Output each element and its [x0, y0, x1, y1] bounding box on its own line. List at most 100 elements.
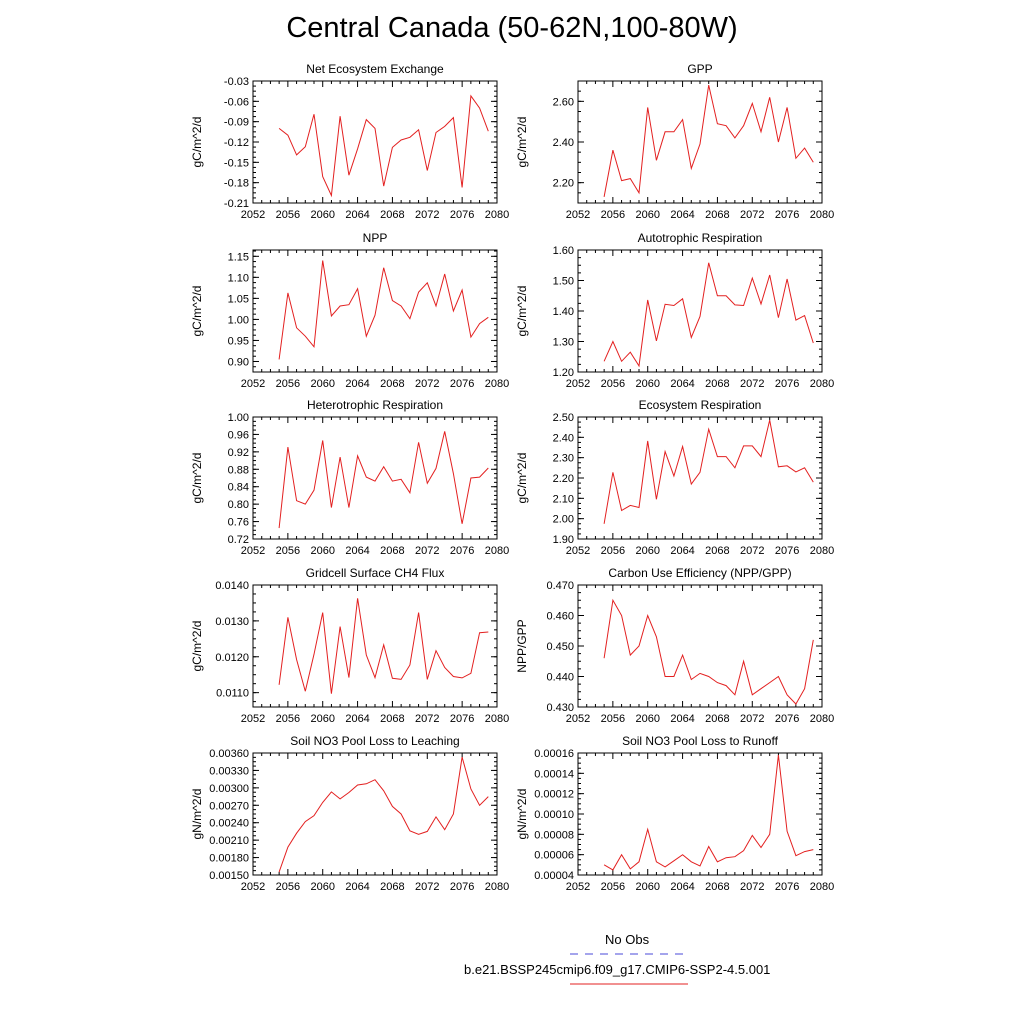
x-tick-label: 2064: [670, 209, 694, 221]
x-tick-label: 2060: [310, 378, 334, 390]
y-axis-label: gC/m^2/d: [515, 117, 529, 168]
y-tick-label: 2.20: [553, 178, 574, 190]
chart-gpp: GPP gC/m^2/d 2052 2056 2060 2064 2068 2072 2076 2…: [515, 62, 834, 221]
x-tick-label: 2072: [740, 713, 764, 725]
x-tick-label: 2064: [345, 545, 369, 557]
y-tick-label: 2.00: [553, 514, 574, 526]
series-line: [603, 754, 814, 871]
y-tick-label: 2.30: [553, 453, 574, 465]
x-tick-label: 2080: [485, 545, 509, 557]
y-tick-label: 0.00180: [209, 853, 249, 865]
y-tick-label: 0.440: [546, 672, 574, 684]
plot-frame: [252, 584, 498, 708]
y-tick-label: 1.90: [553, 534, 574, 546]
x-tick-label: 2072: [740, 378, 764, 390]
plot-frame: [252, 80, 498, 204]
y-axis-label: gN/m^2/d: [515, 789, 529, 840]
y-axis-label: gN/m^2/d: [190, 789, 204, 840]
y-tick-label: 0.00012: [534, 789, 574, 801]
series-line: [603, 419, 814, 524]
x-tick-label: 2052: [566, 545, 590, 557]
y-tick-label: 0.00010: [534, 809, 574, 821]
x-tick-label: 2060: [310, 713, 334, 725]
y-tick-label: 2.40: [553, 137, 574, 149]
y-tick-label: -0.15: [224, 157, 249, 169]
y-tick-label: 0.460: [546, 611, 574, 623]
plot-frame: [577, 249, 823, 373]
x-tick-label: 2076: [450, 378, 474, 390]
x-tick-label: 2076: [775, 378, 799, 390]
chart-title: Autotrophic Respiration: [638, 231, 763, 245]
x-tick-label: 2068: [380, 378, 404, 390]
x-tick-label: 2076: [450, 881, 474, 893]
x-tick-label: 2052: [566, 209, 590, 221]
series-line: [278, 756, 489, 873]
x-tick-label: 2060: [635, 881, 659, 893]
x-tick-label: 2076: [450, 713, 474, 725]
x-tick-label: 2064: [345, 378, 369, 390]
x-tick-label: 2072: [415, 209, 439, 221]
x-tick-label: 2068: [380, 545, 404, 557]
chart-ecosystem-respiration: Ecosystem Respiration gC/m^2/d 2052 2056 206…: [515, 398, 834, 557]
x-tick-label: 2060: [310, 881, 334, 893]
y-tick-label: 0.00006: [534, 850, 574, 862]
chart-title: Gridcell Surface CH4 Flux: [306, 566, 445, 580]
y-tick-label: 1.50: [553, 276, 574, 288]
y-tick-label: 0.90: [228, 356, 249, 368]
y-tick-label: 0.88: [228, 464, 249, 476]
y-axis-label: gC/m^2/d: [190, 453, 204, 504]
y-tick-label: 0.0140: [215, 580, 249, 592]
x-tick-label: 2060: [635, 545, 659, 557]
y-tick-label: 0.95: [228, 335, 249, 347]
y-tick-label: 0.84: [228, 482, 249, 494]
y-tick-label: 0.00008: [534, 829, 574, 841]
x-tick-label: 2056: [276, 209, 300, 221]
x-tick-label: 2080: [810, 713, 834, 725]
y-tick-label: 2.20: [553, 473, 574, 485]
x-tick-label: 2060: [635, 713, 659, 725]
y-tick-label: 2.50: [553, 412, 574, 424]
y-tick-label: -0.06: [224, 96, 249, 108]
x-tick-label: 2052: [241, 713, 265, 725]
x-tick-label: 2072: [415, 713, 439, 725]
x-tick-label: 2064: [670, 545, 694, 557]
y-axis-label: gC/m^2/d: [190, 621, 204, 672]
chart-title: Heterotrophic Respiration: [307, 398, 443, 412]
y-axis-label: gC/m^2/d: [190, 286, 204, 337]
chart-title: GPP: [687, 62, 712, 76]
x-tick-label: 2064: [345, 881, 369, 893]
x-tick-label: 2076: [775, 713, 799, 725]
x-tick-label: 2068: [380, 881, 404, 893]
x-tick-label: 2072: [740, 881, 764, 893]
x-tick-label: 2072: [740, 545, 764, 557]
x-tick-label: 2068: [380, 713, 404, 725]
y-tick-label: -0.03: [224, 76, 249, 88]
x-tick-label: 2052: [566, 881, 590, 893]
x-tick-label: 2056: [601, 881, 625, 893]
y-axis-label: gC/m^2/d: [190, 117, 204, 168]
y-tick-label: 0.00270: [209, 800, 249, 812]
plot-frame: [252, 416, 498, 540]
series-line: [278, 431, 489, 529]
x-tick-label: 2072: [415, 378, 439, 390]
y-tick-label: 1.40: [553, 306, 574, 318]
y-tick-label: 0.450: [546, 641, 574, 653]
x-tick-label: 2080: [485, 713, 509, 725]
x-tick-label: 2076: [775, 545, 799, 557]
legend-label-model-run: b.e21.BSSP245cmip6.f09_g17.CMIP6-SSP2-4.…: [464, 962, 771, 977]
y-tick-label: 0.00360: [209, 748, 249, 760]
y-tick-label: 0.76: [228, 517, 249, 529]
x-tick-label: 2076: [775, 209, 799, 221]
x-tick-label: 2076: [450, 209, 474, 221]
x-tick-label: 2052: [241, 209, 265, 221]
y-tick-label: 0.92: [228, 447, 249, 459]
x-tick-label: 2080: [485, 209, 509, 221]
x-tick-label: 2068: [705, 545, 729, 557]
y-tick-label: 1.00: [228, 412, 249, 424]
x-tick-label: 2052: [241, 881, 265, 893]
y-tick-label: 0.0120: [215, 652, 249, 664]
x-tick-label: 2056: [601, 378, 625, 390]
x-tick-label: 2080: [810, 545, 834, 557]
x-tick-label: 2064: [345, 713, 369, 725]
